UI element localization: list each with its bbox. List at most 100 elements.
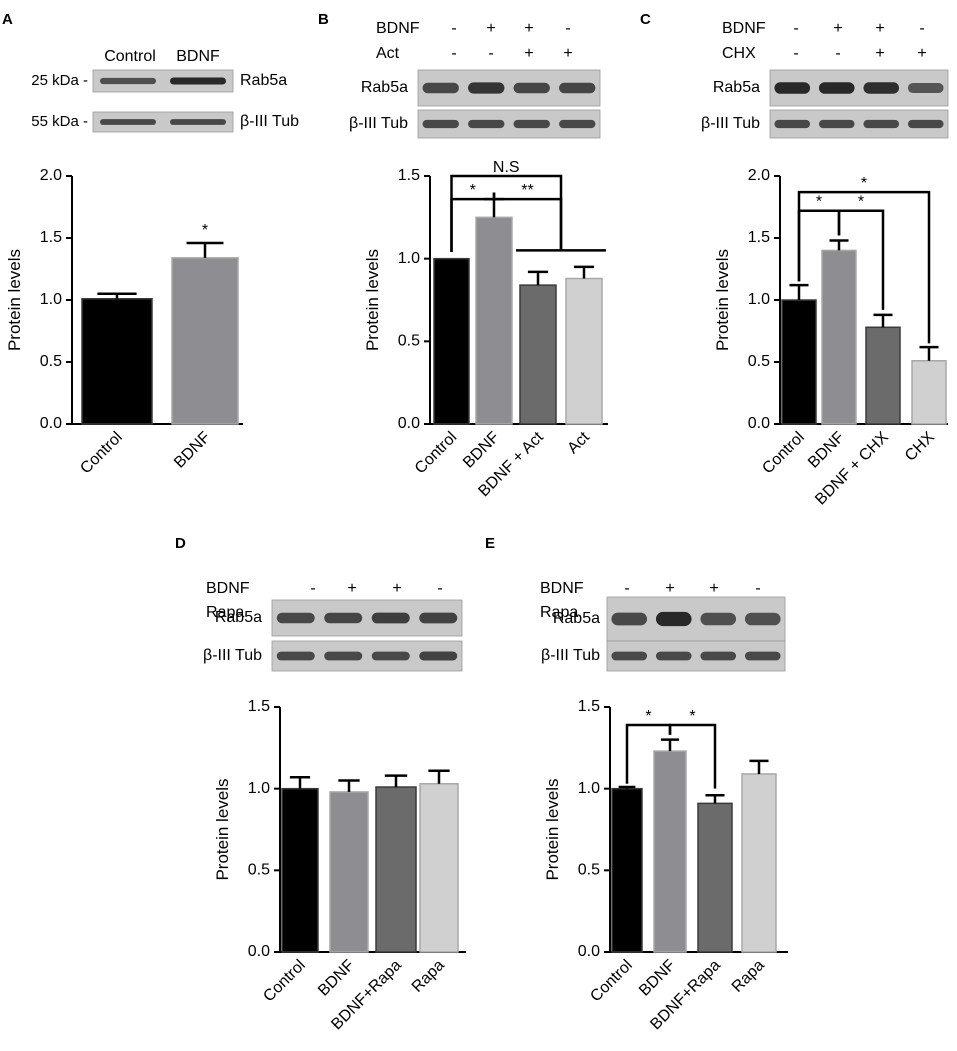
x-category-label: Rapa [409, 957, 448, 996]
panel-letter: E [485, 535, 495, 552]
significance-label: N.S [493, 159, 520, 176]
y-tick-label: 0.5 [578, 862, 600, 879]
y-axis-label: Protein levels [213, 778, 232, 880]
blot-row-label: β-III Tub [203, 647, 262, 664]
x-category-label: Control [412, 429, 460, 477]
blot-band [422, 119, 459, 129]
treatment-sign: + [524, 20, 533, 37]
treatment-sign: - [835, 45, 840, 62]
treatment-label: Rapa [540, 604, 578, 621]
bar [911, 360, 947, 425]
y-tick-label: 1.5 [578, 698, 600, 715]
treatment-sign: + [524, 45, 533, 62]
bar [781, 299, 817, 425]
blot-band [700, 651, 737, 661]
treatment-sign: - [451, 45, 456, 62]
treatment-sign: - [755, 580, 760, 597]
blot-band [276, 612, 315, 624]
treatment-label: BDNF [540, 580, 584, 597]
blot-band [468, 119, 505, 129]
panel-letter: A [2, 11, 13, 28]
bar [519, 284, 557, 425]
blot-band [100, 77, 156, 85]
blot-band [774, 82, 811, 94]
blot-band [422, 82, 459, 94]
blot-row-label: Rab5a [361, 79, 408, 96]
blot-row: Rab5a [215, 599, 463, 637]
bar [329, 791, 369, 953]
significance-label: ** [521, 182, 533, 199]
x-category-label: BDNF [460, 429, 503, 472]
blot-row-label: β-III Tub [541, 647, 600, 664]
blot-band [655, 651, 692, 661]
y-tick-label: 0.0 [578, 943, 600, 960]
blot-row: β-III Tub 55 kDa - [31, 111, 299, 133]
treatment-label: BDNF [722, 20, 766, 37]
bar [653, 750, 687, 953]
blot-band [744, 612, 781, 626]
bar [375, 786, 417, 953]
significance-bracket [797, 190, 931, 344]
blot-band [419, 651, 458, 661]
blot-band [324, 651, 363, 661]
blot-row: β-III Tub [701, 109, 949, 139]
panel-letter: D [175, 535, 186, 552]
x-category-label: BDNF [805, 429, 848, 472]
blot-band [170, 77, 226, 85]
y-tick-label: 2.0 [748, 167, 770, 184]
y-tick-label: 1.5 [748, 229, 770, 246]
y-tick-label: 1.0 [248, 780, 270, 797]
blot-band [513, 82, 550, 94]
blot-band [818, 119, 855, 129]
significance-label: * [470, 182, 476, 199]
x-category-label: BDNF [315, 957, 358, 1000]
bar-chart: 0.0 0.5 1.0 1.5 2.0 Protein levels ControlBDNF… [713, 167, 948, 508]
blot-membrane [92, 69, 234, 93]
y-tick-label: 1.0 [398, 250, 420, 267]
y-tick-label: 0.0 [748, 415, 770, 432]
treatment-sign: + [709, 580, 718, 597]
treatment-sign: - [437, 580, 442, 597]
blot-band [655, 611, 692, 627]
x-category-label: Control [77, 429, 125, 477]
blot-row: Rab5a [713, 69, 949, 107]
bar [419, 783, 459, 953]
blot-band [907, 119, 944, 129]
blot-band [324, 612, 363, 624]
panel-b: B BDNF - + + - Act - - + + Rab5a β-III Tub 0.0 0.5 1.0 1… [318, 11, 608, 500]
blot-row: β-III Tub [203, 640, 463, 672]
y-tick-label: 1.5 [248, 698, 270, 715]
treatment-label: Act [376, 45, 400, 62]
treatment-label: BDNF [376, 20, 420, 37]
bar [821, 249, 857, 425]
treatment-sign: - [919, 20, 924, 37]
blot-row-label: β-III Tub [240, 113, 299, 130]
kda-label: 55 kDa - [31, 113, 88, 130]
blot-row-label: β-III Tub [701, 115, 760, 132]
treatment-sign: + [563, 45, 572, 62]
treatment-sign: - [488, 45, 493, 62]
blot-row-label: Rab5a [713, 79, 760, 96]
y-tick-label: 0.5 [40, 353, 62, 370]
x-category-label: Rapa [729, 957, 768, 996]
blot-header-label: Control [104, 48, 156, 65]
panel-a: A Control BDNF Rab5a 25 kDa - β-III Tub 55 kDa… [2, 11, 299, 477]
treatment-sign: + [875, 20, 884, 37]
blot-header-label: BDNF [176, 48, 220, 65]
significance-label: * [816, 194, 822, 211]
blot-band [907, 82, 944, 94]
kda-label: 25 kDa - [31, 72, 88, 89]
treatment-sign: - [451, 20, 456, 37]
blot-row: Rab5a [361, 69, 601, 107]
treatment-label: Rapa [206, 604, 244, 621]
blot-row: Rab5a 25 kDa - [31, 69, 287, 93]
treatment-label: BDNF [206, 580, 250, 597]
blot-band [863, 82, 900, 94]
blot-band [863, 119, 900, 129]
panel-letter: C [640, 11, 651, 28]
x-category-label: BDNF [636, 957, 679, 1000]
blot-band [559, 119, 596, 129]
